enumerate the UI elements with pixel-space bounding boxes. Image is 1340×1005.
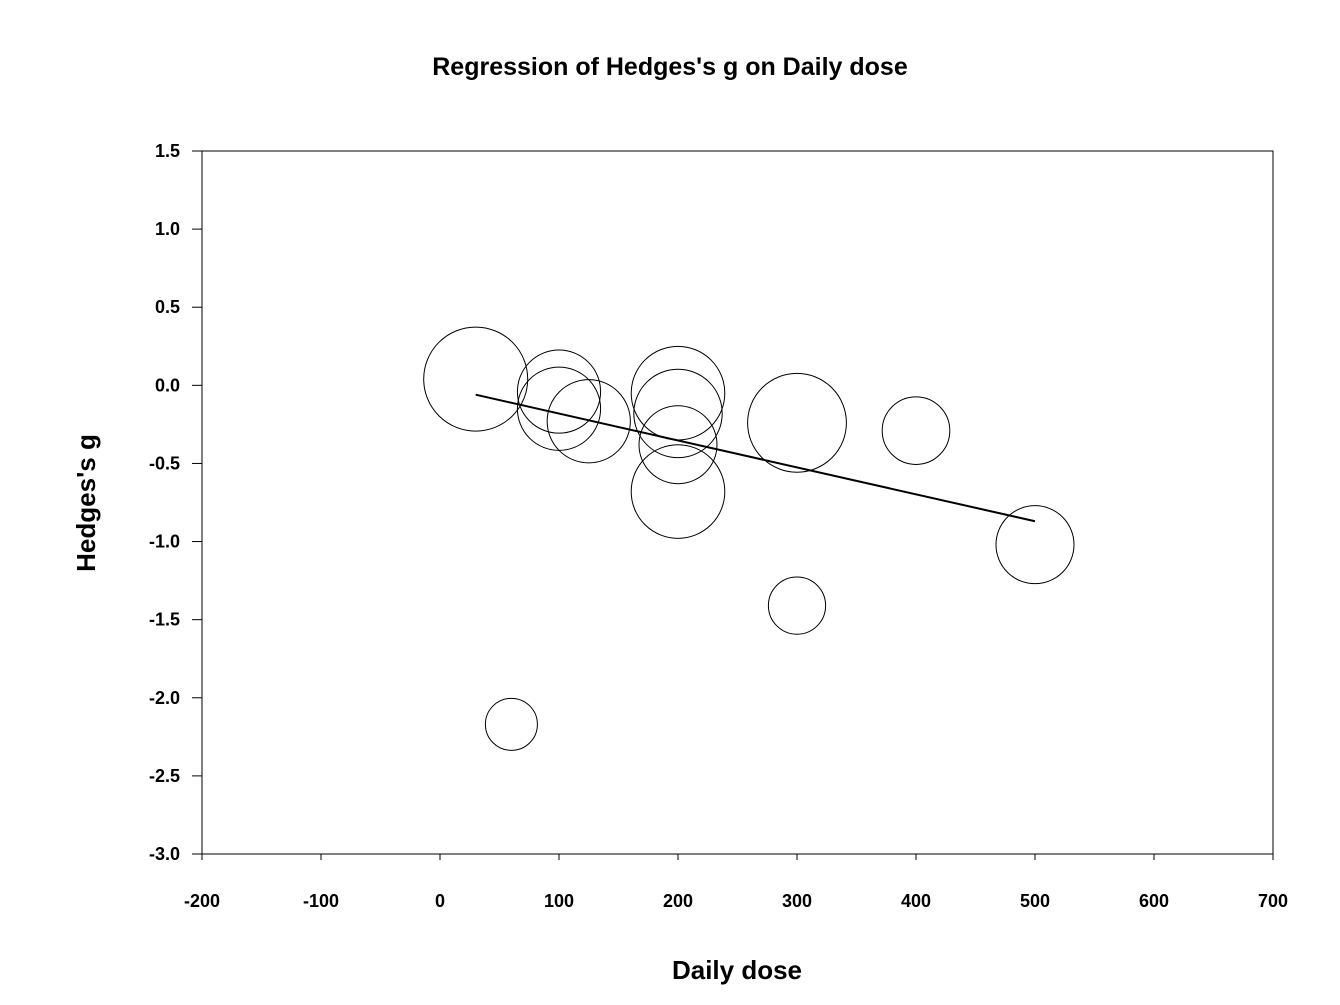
study-bubble: [516, 349, 602, 434]
study-bubble: [630, 345, 726, 441]
study-bubble: [484, 697, 538, 751]
study-bubble: [747, 372, 847, 473]
y-tick-label: -1.0: [149, 532, 180, 552]
y-tick-label: -2.5: [149, 766, 180, 786]
x-tick-label: -200: [184, 891, 220, 911]
study-bubble: [633, 368, 723, 459]
x-tick-label: -100: [303, 891, 339, 911]
x-tick-label: 500: [1020, 891, 1050, 911]
y-tick-label: 1.5: [155, 141, 180, 161]
x-tick-label: 200: [663, 891, 693, 911]
y-axis-title: Hedges's g: [71, 434, 101, 572]
y-axis: 1.5 1.0 0.5 0.0 -0.5 -1.0 -1.5 -2.0 -2.5 -3.0: [149, 141, 202, 864]
y-tick-label: -0.5: [149, 453, 180, 473]
bubble-series: [423, 326, 1075, 751]
study-bubble: [630, 444, 726, 539]
x-tick-label: 0: [435, 891, 445, 911]
y-tick-label: -1.5: [149, 610, 180, 630]
study-bubble: [423, 326, 529, 432]
x-axis-title: Daily dose: [672, 955, 802, 985]
study-bubble: [546, 379, 631, 464]
x-tick-label: 700: [1258, 891, 1288, 911]
y-tick-label: -3.0: [149, 844, 180, 864]
study-bubble: [881, 396, 951, 465]
study-bubble: [767, 576, 827, 635]
y-tick-label: 0.5: [155, 297, 180, 317]
y-tick-label: -2.0: [149, 688, 180, 708]
x-tick-label: 400: [901, 891, 931, 911]
y-tick-label: 1.0: [155, 219, 180, 239]
study-bubble: [995, 505, 1075, 585]
regression-line: [475, 393, 1036, 523]
x-tick-label: 100: [544, 891, 574, 911]
y-tick-label: 0.0: [155, 375, 180, 395]
plot-area: [201, 150, 1274, 855]
x-tick-label: 300: [782, 891, 812, 911]
x-axis: -200 -100 0 100 200 300 400 500 600 700: [184, 854, 1288, 911]
study-bubble: [638, 405, 718, 485]
chart-title: Regression of Hedges's g on Daily dose: [432, 53, 908, 81]
x-tick-label: 600: [1139, 891, 1169, 911]
